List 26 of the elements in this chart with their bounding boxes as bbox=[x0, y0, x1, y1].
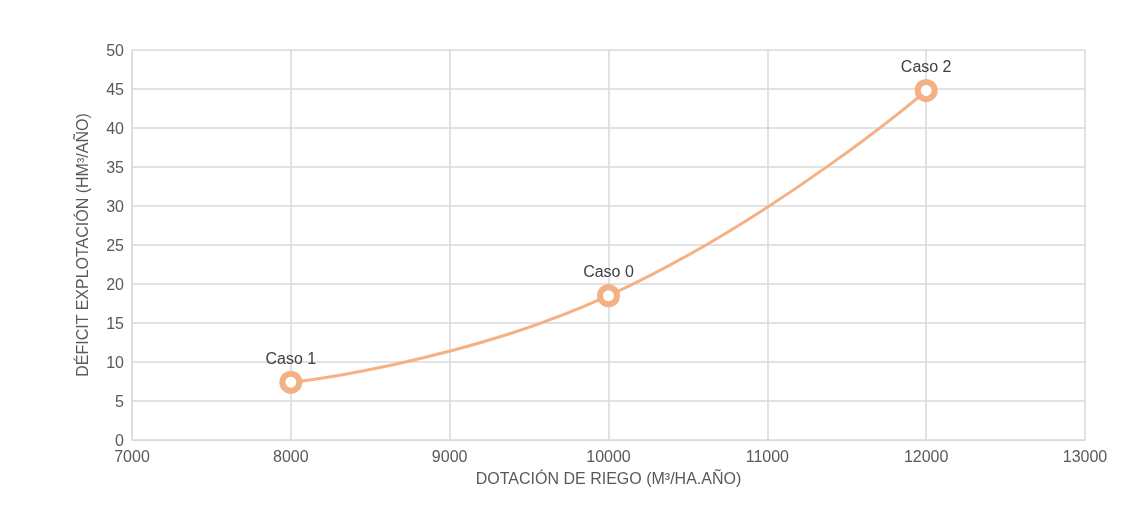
annotation: Caso 2 bbox=[900, 58, 952, 76]
y-tick-label: 0 bbox=[115, 431, 125, 449]
point bbox=[279, 370, 303, 394]
annotation: Caso 0 bbox=[583, 263, 634, 281]
y-tick-label: 35 bbox=[106, 158, 125, 176]
x-tick-label: 13000 bbox=[1062, 447, 1108, 465]
x-axis-title: DOTACIÓN DE RIEGO (M³/HA.AÑO) bbox=[475, 467, 742, 487]
annotation: Caso 1 bbox=[265, 349, 317, 367]
y-tick-label: 40 bbox=[106, 119, 125, 137]
y-tick-label: 45 bbox=[106, 80, 125, 98]
x-tick-label: 12000 bbox=[903, 447, 949, 465]
y-tick-label: 25 bbox=[106, 236, 125, 254]
y-tick-label: 50 bbox=[106, 41, 125, 59]
y-tick-label: 5 bbox=[115, 392, 125, 410]
point bbox=[914, 79, 938, 103]
x-tick-label: 11000 bbox=[745, 447, 790, 465]
y-tick-label: 30 bbox=[106, 197, 125, 215]
x-tick-label: 10000 bbox=[586, 447, 631, 465]
x-tick-label: 8000 bbox=[273, 447, 309, 465]
y-tick-label: 20 bbox=[106, 275, 125, 293]
x-tick-label: 9000 bbox=[431, 447, 468, 465]
point bbox=[597, 284, 620, 308]
y-tick-label: 10 bbox=[106, 353, 125, 371]
y-tick-label: 15 bbox=[106, 314, 125, 332]
x-tick-label: 7000 bbox=[114, 447, 150, 465]
y-axis-title: DÉFICIT EXPLOTACIÓN (HM³/AÑO) bbox=[71, 113, 91, 377]
